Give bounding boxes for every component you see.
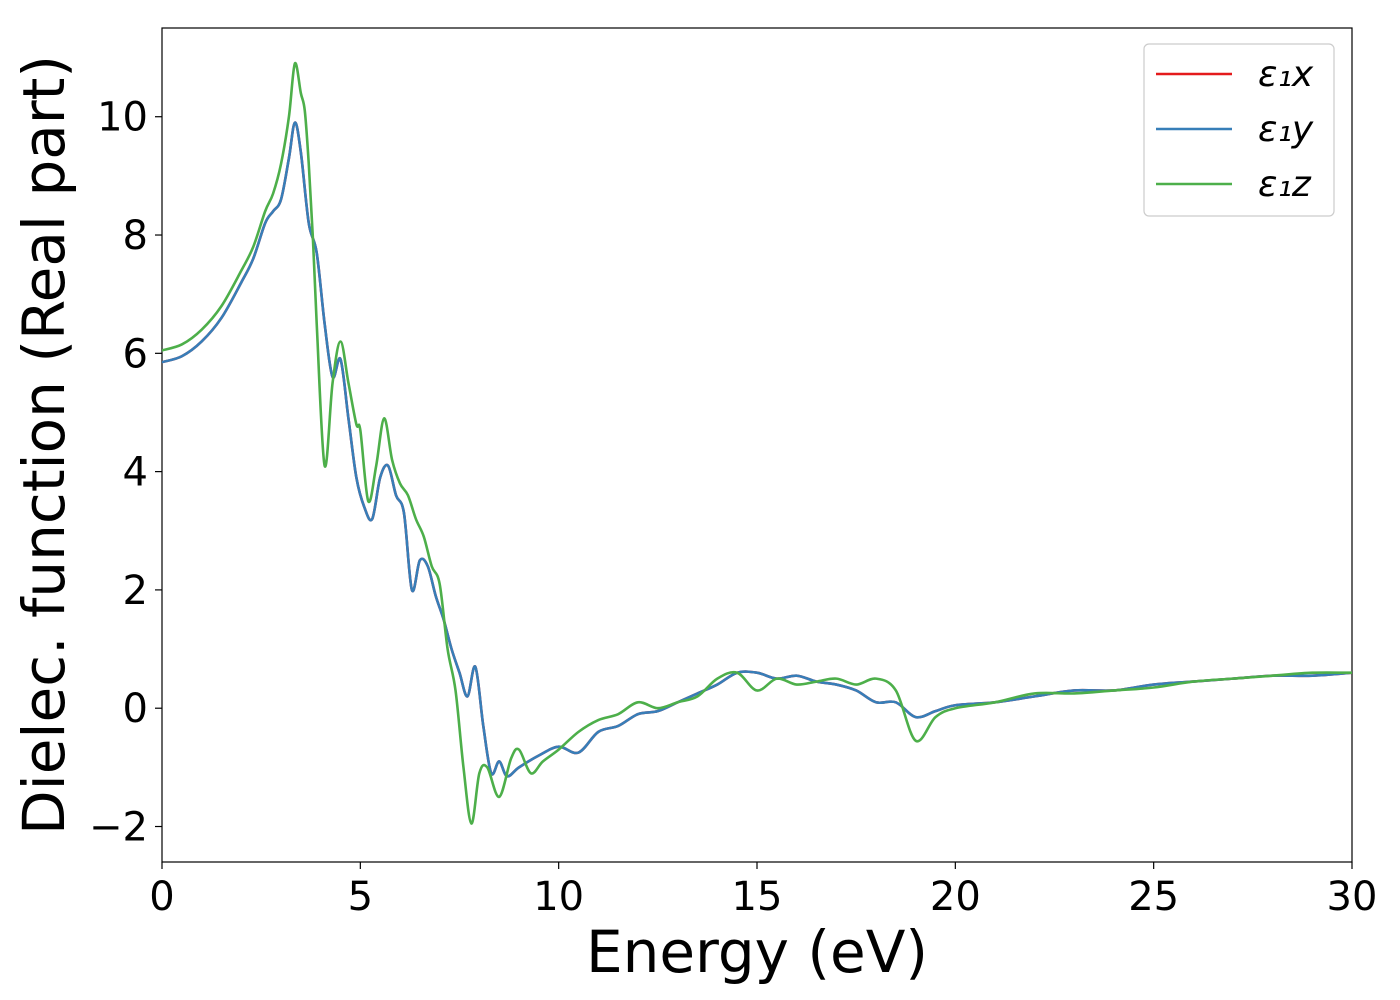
- y-tick-label: −2: [89, 805, 148, 851]
- x-tick-label: 10: [533, 874, 584, 920]
- y-tick-label: 4: [123, 450, 148, 496]
- series-line-3: [162, 62, 1352, 825]
- x-tick-label: 5: [348, 874, 373, 920]
- x-tick-label: 0: [149, 874, 174, 920]
- legend: ε₁x ε₁y ε₁z: [1143, 43, 1335, 217]
- series-line-2: [162, 121, 1352, 778]
- y-tick-label: 2: [123, 568, 148, 614]
- y-axis: −2 0 2 4 6 8 10: [89, 95, 162, 851]
- x-tick-label: 25: [1128, 874, 1179, 920]
- x-tick-label: 20: [930, 874, 981, 920]
- y-tick-label: 8: [123, 213, 148, 259]
- legend-box: [1143, 43, 1335, 217]
- x-tick-label: 30: [1327, 874, 1378, 920]
- y-axis-label: Dielec. function (Real part): [10, 55, 78, 835]
- y-tick-label: 10: [97, 95, 148, 141]
- legend-label: ε₁x: [1258, 54, 1314, 95]
- x-tick-label: 15: [732, 874, 783, 920]
- y-tick-label: 6: [123, 331, 148, 377]
- x-axis: 0 5 10 15 20 25 30: [149, 862, 1377, 920]
- legend-label: ε₁y: [1258, 109, 1314, 150]
- series-layer: [162, 62, 1352, 825]
- x-axis-label: Energy (eV): [586, 918, 928, 986]
- y-tick-label: 0: [123, 686, 148, 732]
- legend-label: ε₁z: [1258, 164, 1312, 205]
